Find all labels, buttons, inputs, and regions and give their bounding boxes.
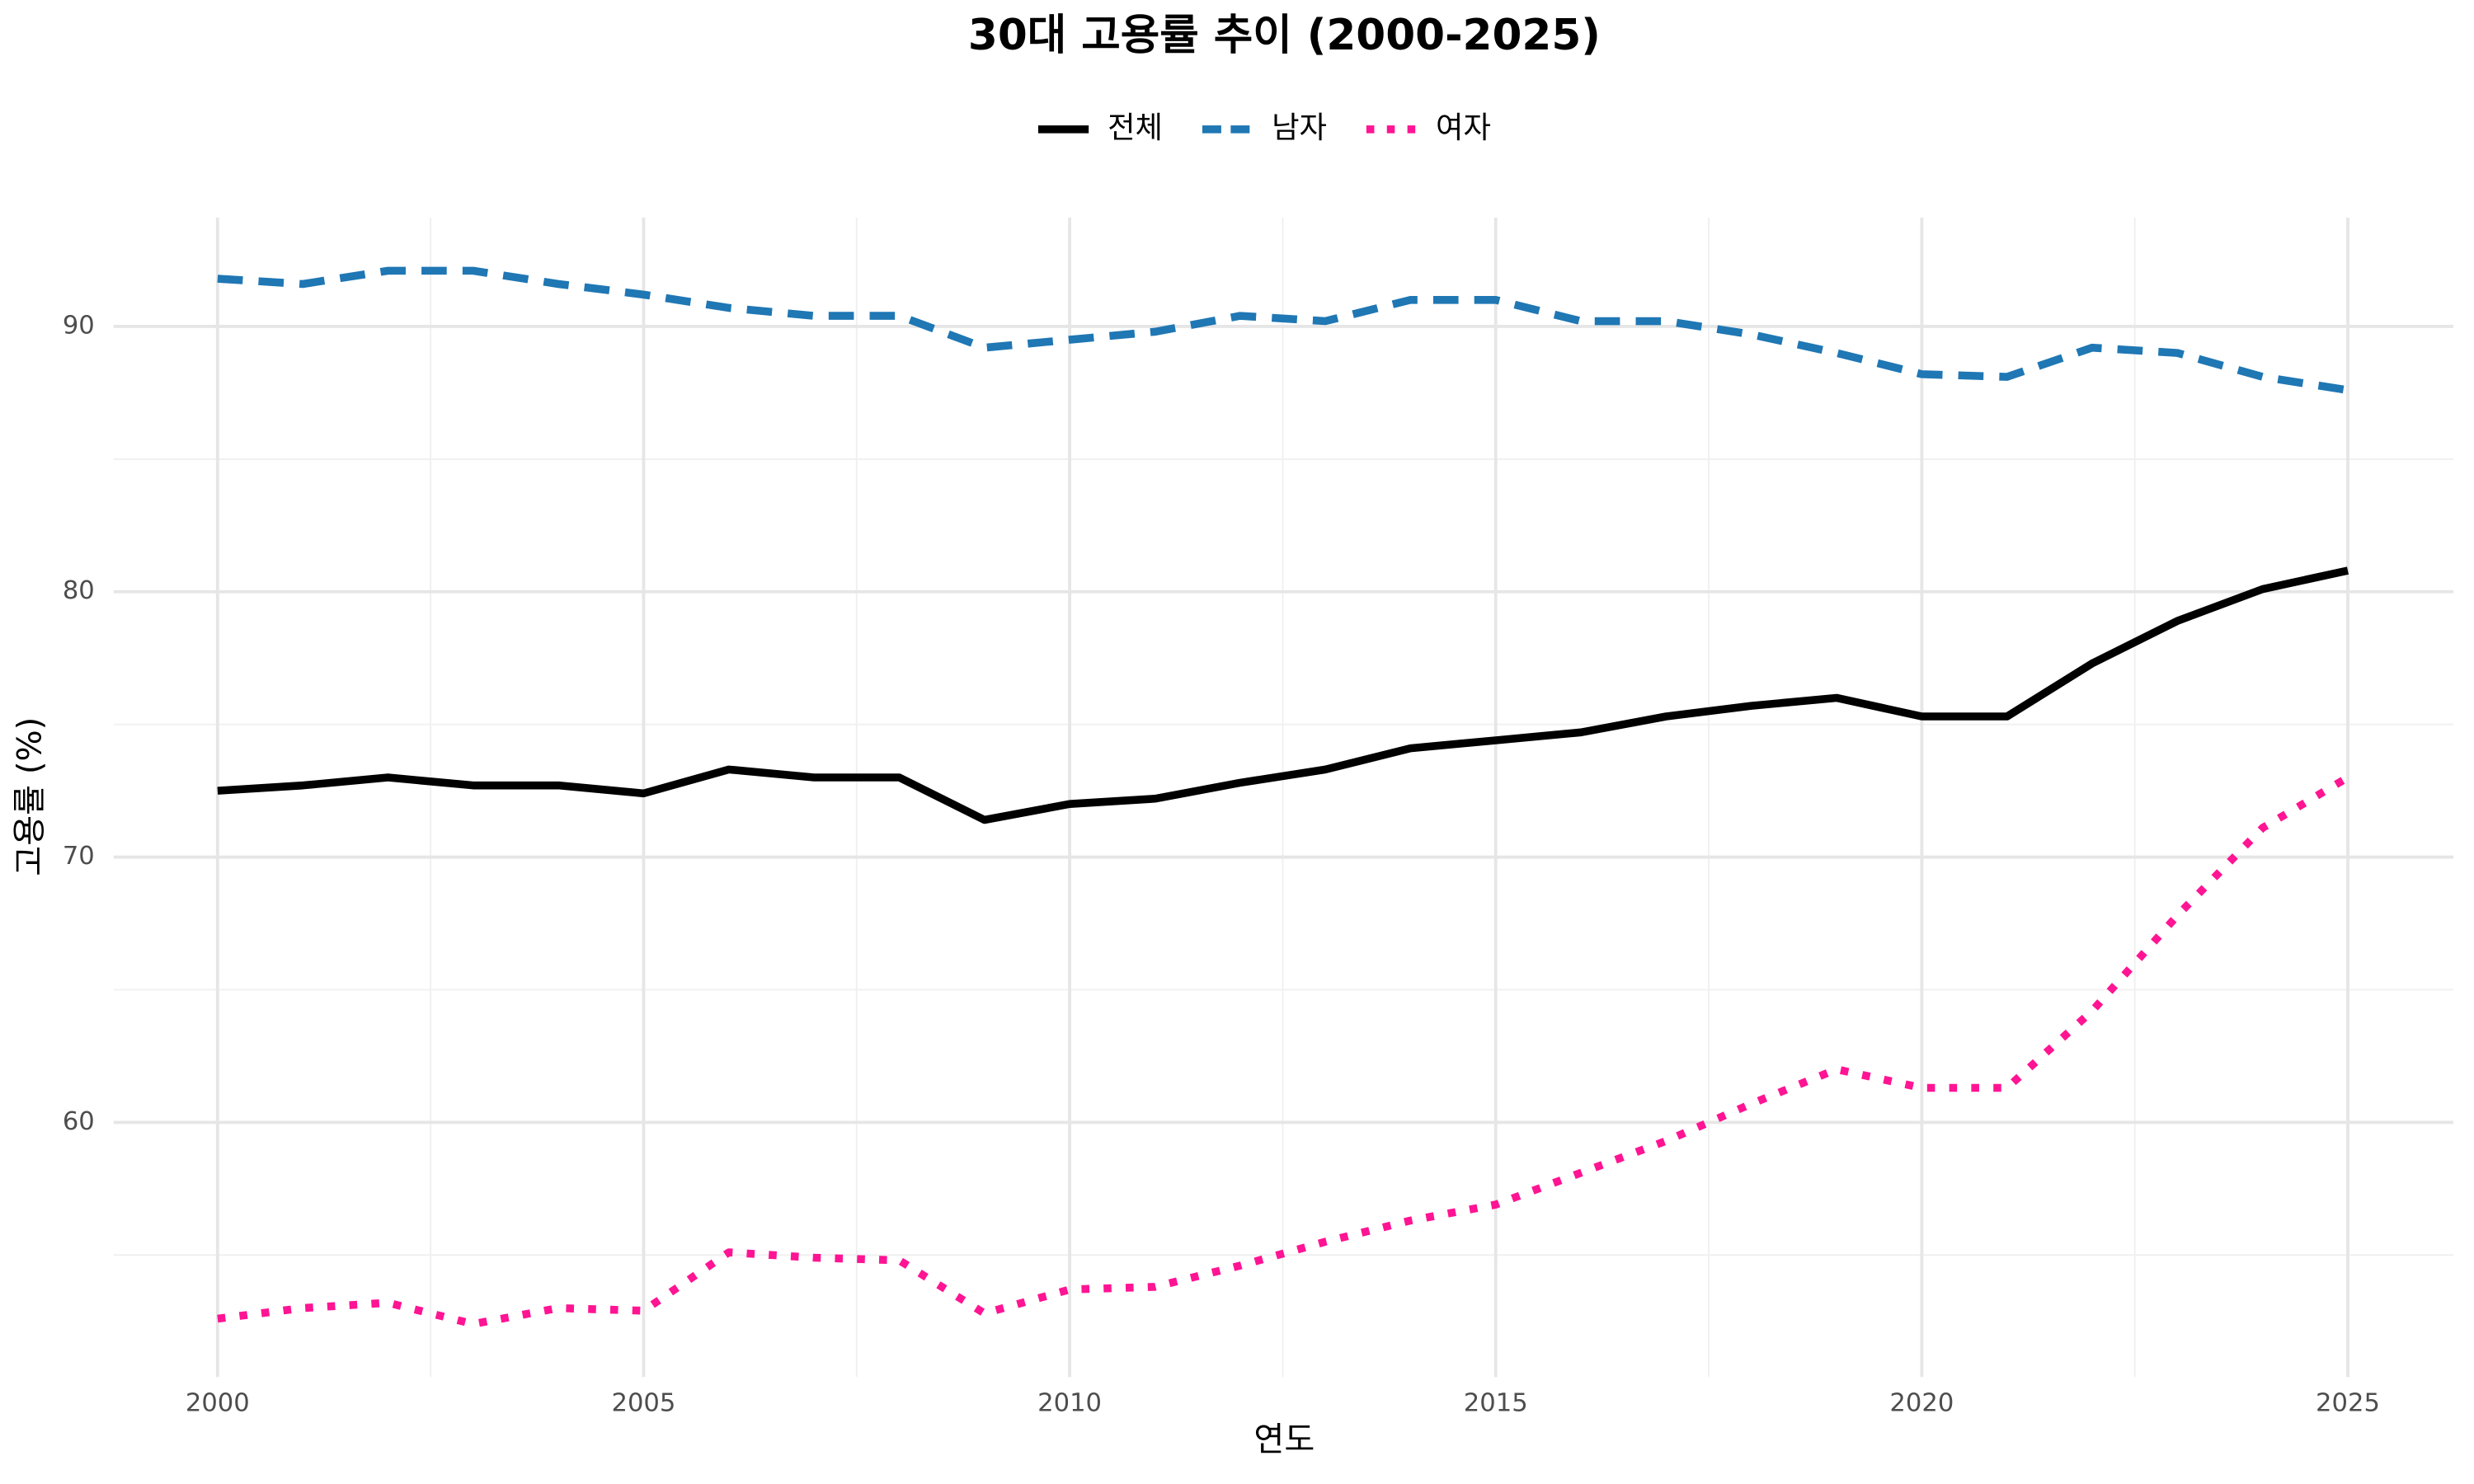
x-axis-label: 연도 <box>1253 1421 1315 1459</box>
legend-label: 여자 <box>1436 110 1491 145</box>
legend-label: 전체 <box>1108 110 1163 145</box>
x-tick-label: 2005 <box>611 1388 675 1417</box>
data-line <box>217 566 2349 824</box>
x-tick-label: 2020 <box>1889 1388 1954 1417</box>
y-tick-label: 90 <box>63 311 95 340</box>
data-line <box>217 266 2349 394</box>
chart-title: 30대 고용률 추이 (2000-2025) <box>968 11 1601 60</box>
x-tick-label: 2000 <box>186 1388 250 1417</box>
y-tick-label: 70 <box>63 842 95 871</box>
x-tick-label: 2025 <box>2316 1388 2380 1417</box>
x-tick-label: 2015 <box>1464 1388 1528 1417</box>
y-axis-label: 고용률 (%) <box>11 717 49 876</box>
data-line <box>217 773 2350 1328</box>
x-tick-label: 2010 <box>1037 1388 1102 1417</box>
legend-label: 남자 <box>1272 110 1327 145</box>
y-tick-label: 80 <box>63 576 95 605</box>
y-tick-label: 60 <box>63 1107 95 1136</box>
